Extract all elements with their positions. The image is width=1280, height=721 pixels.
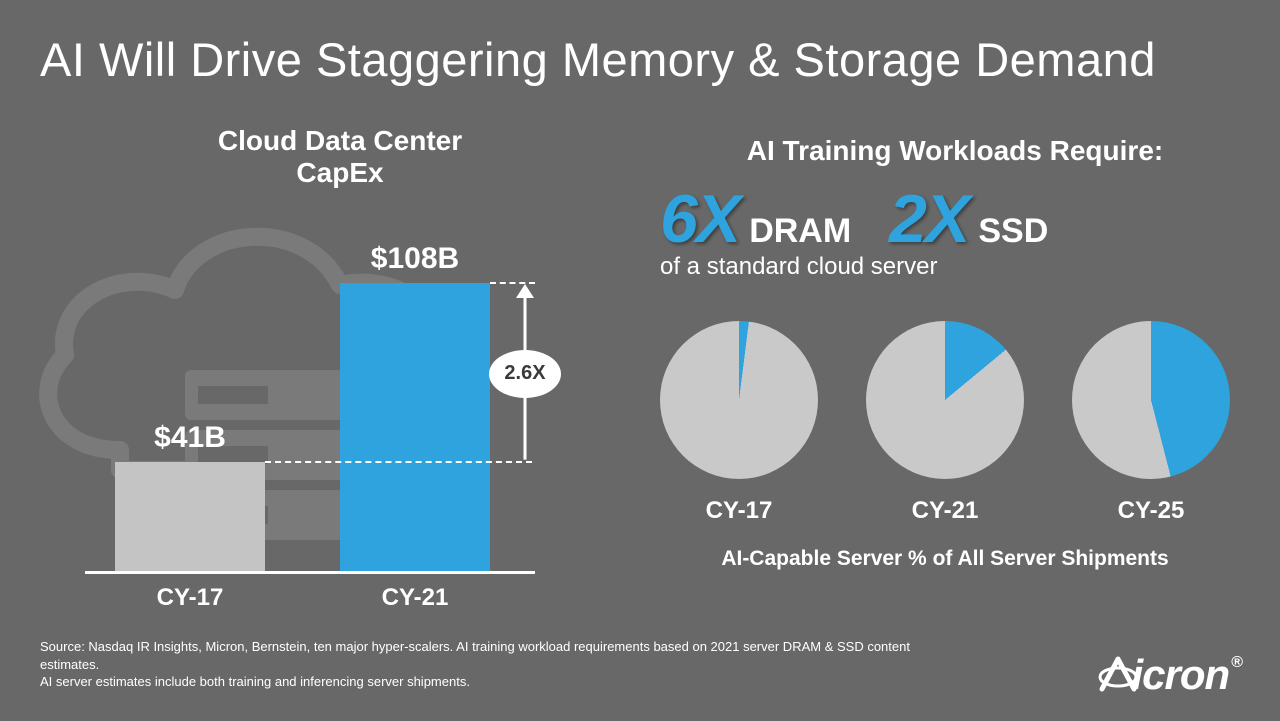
dram-multiplier: 6X bbox=[660, 185, 739, 253]
bar-chart-title-line2: CapEx bbox=[296, 157, 383, 188]
multiplier-subtext: of a standard cloud server bbox=[660, 253, 1250, 281]
pie-cy-21: CY-21 bbox=[866, 321, 1024, 525]
bar-chart-title-line1: Cloud Data Center bbox=[218, 125, 462, 156]
micron-logo: icron® bbox=[1098, 651, 1242, 699]
micron-orbit-icon bbox=[1098, 653, 1138, 693]
bar-value-label: $108B bbox=[340, 242, 490, 276]
pie-cy-25: CY-25 bbox=[1072, 321, 1230, 525]
workloads-title: AI Training Workloads Require: bbox=[660, 135, 1250, 167]
footnote-line2: AI server estimates include both trainin… bbox=[40, 674, 470, 689]
pie-label: CY-17 bbox=[706, 497, 773, 525]
bar-cy-21 bbox=[340, 283, 490, 571]
pie-chart-row: CY-17 CY-21 CY-25 bbox=[660, 321, 1230, 525]
bar-chart-title: Cloud Data Center CapEx bbox=[60, 125, 620, 189]
x-axis bbox=[85, 571, 535, 574]
pie-caption: AI-Capable Server % of All Server Shipme… bbox=[660, 547, 1230, 571]
bar-cy-17 bbox=[115, 462, 265, 571]
multiplier-row: 6X DRAM 2X SSD bbox=[660, 185, 1250, 253]
slide-title: AI Will Drive Staggering Memory & Storag… bbox=[40, 32, 1240, 87]
pie-slice bbox=[1072, 321, 1230, 479]
dram-label: DRAM bbox=[749, 212, 851, 251]
pie-label: CY-25 bbox=[1118, 497, 1185, 525]
footnote-line1: Source: Nasdaq IR Insights, Micron, Bern… bbox=[40, 639, 910, 672]
registered-mark: ® bbox=[1231, 654, 1242, 671]
pie-slice bbox=[660, 321, 818, 479]
bar-category-label: CY-17 bbox=[115, 584, 265, 612]
pie-cy-17: CY-17 bbox=[660, 321, 818, 525]
logo-text: icron bbox=[1132, 651, 1230, 698]
ai-workloads-panel: AI Training Workloads Require: 6X DRAM 2… bbox=[660, 135, 1250, 571]
slide: AI Will Drive Staggering Memory & Storag… bbox=[0, 0, 1280, 721]
bar-value-label: $41B bbox=[115, 421, 265, 455]
ssd-multiplier: 2X bbox=[889, 185, 968, 253]
source-footnote: Source: Nasdaq IR Insights, Micron, Bern… bbox=[40, 638, 960, 691]
ssd-label: SSD bbox=[978, 212, 1048, 251]
bar-chart-plot: $41BCY-17$108BCY-212.6X bbox=[85, 204, 575, 574]
bar-category-label: CY-21 bbox=[340, 584, 490, 612]
capex-bar-chart: Cloud Data Center CapEx $41BCY-17$108BCY… bbox=[60, 125, 620, 655]
dash-line-lower bbox=[265, 461, 532, 463]
pie-label: CY-21 bbox=[912, 497, 979, 525]
pie-slice bbox=[866, 321, 1024, 479]
multiplier-badge: 2.6X bbox=[489, 350, 561, 398]
